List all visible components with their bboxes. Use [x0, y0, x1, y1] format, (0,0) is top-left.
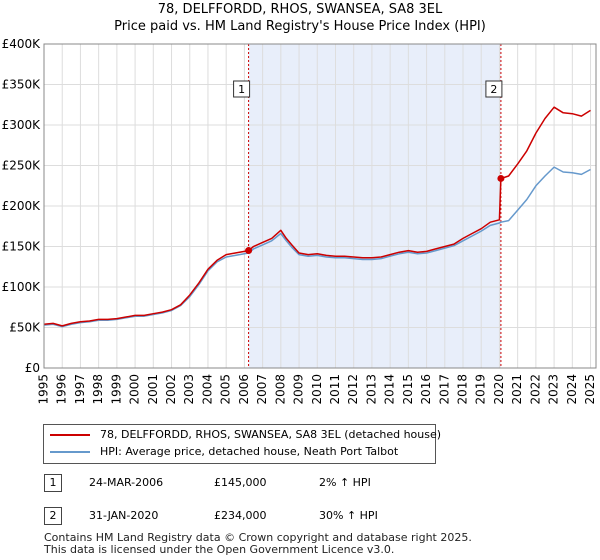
x-tick-label: 2024 [565, 374, 579, 405]
y-tick-label: £50K [9, 321, 41, 335]
y-tick-label: £0 [25, 361, 40, 375]
legend-swatch-price [50, 434, 90, 436]
x-tick-label: 1998 [91, 374, 105, 405]
x-tick-label: 2022 [528, 374, 542, 405]
y-tick-label: £400K [2, 37, 42, 51]
x-tick-label: 2017 [437, 374, 451, 405]
annotation-label: 1 [238, 83, 245, 96]
price-chart: 1 2 £0 £50K £100K £150K £200K £250K £300K £350K £4… [2, 37, 597, 405]
sale-date: 24-MAR-2006 [89, 476, 164, 489]
x-tick-label: 2011 [328, 374, 342, 405]
sale-point [245, 247, 253, 255]
sale-point [497, 174, 505, 182]
x-tick-label: 2021 [510, 374, 524, 405]
footer-copyright: Contains HM Land Registry data © Crown c… [44, 531, 472, 544]
hpi-series-line [43, 166, 591, 328]
x-tick-label: 2010 [310, 374, 324, 405]
x-tick-label: 2025 [583, 374, 597, 405]
x-tick-label: 2004 [200, 374, 214, 405]
annotation-box-frame [485, 80, 503, 98]
y-tick-label: £300K [2, 118, 42, 132]
x-tick-label: 2013 [364, 374, 378, 405]
x-tick-label: 1997 [73, 374, 87, 405]
x-tick-label: 2018 [456, 374, 470, 405]
annotation-box: 2 [485, 80, 503, 98]
plot-frame [43, 43, 597, 369]
legend-label-price: 78, DELFFORDD, RHOS, SWANSEA, SA8 3EL (d… [100, 428, 442, 441]
legend-label-hpi: HPI: Average price, detached house, Neat… [100, 445, 399, 458]
chart-title: 78, DELFFORDD, RHOS, SWANSEA, SA8 3EL [157, 2, 443, 17]
x-tick-label: 1995 [37, 374, 51, 405]
sale-date: 31-JAN-2020 [89, 509, 159, 522]
x-tick-label: 2005 [219, 374, 233, 405]
y-tick-label: £100K [2, 280, 42, 294]
footer-licence: This data is licensed under the Open Gov… [44, 543, 395, 556]
legend-swatch-hpi [50, 451, 90, 453]
x-tick-label: 2006 [237, 374, 251, 405]
annotation-box: 1 [233, 80, 251, 98]
x-tick-label: 2002 [164, 374, 178, 405]
annotation-box-frame [233, 80, 251, 98]
chart-subtitle: Price paid vs. HM Land Registry's House … [114, 19, 486, 34]
x-tick-label: 2014 [383, 374, 397, 405]
sale-price: £234,000 [214, 509, 267, 522]
x-tick-label: 2023 [547, 374, 561, 405]
y-tick-label: £250K [2, 159, 42, 173]
x-tick-label: 2019 [474, 374, 488, 405]
sale-marker-2: 2 [44, 507, 62, 525]
x-tick-label: 2003 [182, 374, 196, 405]
annotation-label: 2 [490, 83, 497, 96]
x-tick-label: 2001 [146, 374, 160, 405]
x-tick-label: 2007 [255, 374, 269, 405]
price-series-line [43, 106, 591, 327]
x-tick-label: 2020 [492, 374, 506, 405]
x-tick-label: 1999 [109, 374, 123, 405]
x-tick-label: 2015 [401, 374, 415, 405]
sale-hpi-diff: 2% ↑ HPI [319, 476, 371, 489]
x-tick-label: 2016 [419, 374, 433, 405]
x-tick-label: 2012 [346, 374, 360, 405]
y-tick-label: £150K [2, 240, 42, 254]
y-tick-label: £350K [2, 78, 42, 92]
x-tick-label: 2008 [273, 374, 287, 405]
x-tick-label: 1996 [55, 374, 69, 405]
y-tick-label: £200K [2, 199, 42, 213]
sale-marker-1: 1 [44, 474, 62, 492]
sale-hpi-diff: 30% ↑ HPI [319, 509, 378, 522]
x-tick-label: 2000 [128, 374, 142, 405]
chart-legend: 78, DELFFORDD, RHOS, SWANSEA, SA8 3EL (d… [43, 424, 441, 464]
sale-price: £145,000 [214, 476, 267, 489]
x-tick-label: 2009 [292, 374, 306, 405]
